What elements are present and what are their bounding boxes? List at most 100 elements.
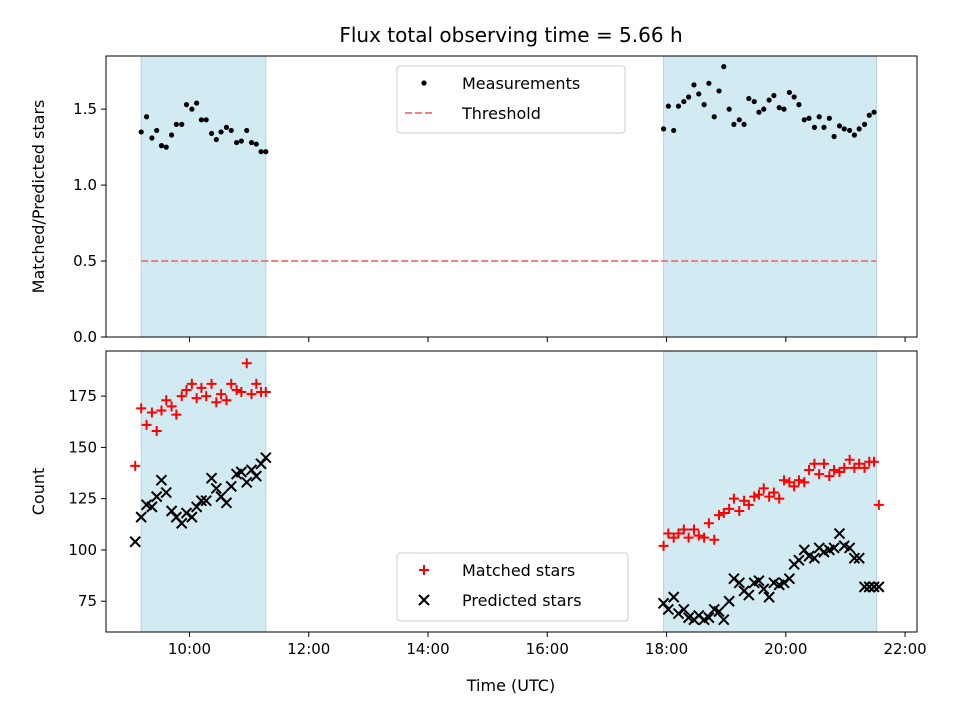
- data-point: [718, 508, 729, 519]
- data-point: [244, 127, 250, 134]
- data-point: [714, 510, 725, 521]
- x-tick-label: 10:00: [168, 640, 211, 658]
- data-point: [771, 92, 777, 99]
- data-point: [233, 139, 240, 146]
- series-predicted-stars: [129, 451, 885, 626]
- data-point: [851, 132, 857, 138]
- data-point: [841, 126, 847, 132]
- data-point: [201, 391, 212, 402]
- series-matched-stars: [130, 358, 884, 551]
- data-point: [191, 393, 202, 404]
- data-point: [839, 462, 850, 473]
- legend-label: Matched stars: [462, 561, 575, 580]
- data-point: [660, 126, 667, 132]
- data-point: [693, 530, 704, 541]
- legend: Matched stars Predicted stars: [396, 552, 629, 622]
- data-point: [183, 102, 190, 108]
- data-point: [149, 135, 155, 141]
- legend-label: Measurements: [462, 74, 580, 93]
- data-point: [854, 458, 865, 469]
- data-point: [250, 470, 262, 482]
- data-point: [743, 589, 755, 601]
- data-point: [833, 527, 846, 540]
- y-tick-label: 125: [68, 490, 97, 508]
- data-point: [808, 552, 821, 564]
- data-point: [871, 109, 877, 115]
- data-point: [673, 528, 684, 539]
- data-point: [658, 540, 669, 551]
- data-point: [665, 103, 671, 109]
- data-point: [756, 109, 762, 115]
- data-point: [783, 572, 796, 585]
- data-point: [228, 127, 234, 134]
- data-point: [675, 103, 682, 109]
- data-point: [806, 115, 812, 121]
- data-point: [706, 80, 712, 86]
- data-point: [703, 518, 714, 529]
- data-point: [141, 419, 152, 430]
- x-axis-label: Time (UTC): [466, 676, 555, 695]
- x-tick-label: 12:00: [287, 640, 330, 658]
- data-point: [671, 127, 677, 134]
- legend-label: Threshold: [461, 104, 541, 123]
- legend-swatch: [419, 565, 429, 575]
- data-point: [861, 121, 868, 127]
- legend-swatch: [418, 594, 430, 606]
- data-point: [151, 425, 162, 436]
- y-tick-label: 1.0: [73, 176, 97, 194]
- data-point: [766, 97, 772, 103]
- data-point: [253, 141, 259, 147]
- data-point: [143, 114, 150, 120]
- y-tick-label: 150: [68, 438, 97, 456]
- data-point: [236, 387, 247, 398]
- data-point: [858, 581, 871, 593]
- data-point: [186, 378, 197, 389]
- data-point: [688, 524, 699, 535]
- data-point: [176, 391, 187, 402]
- data-point: [844, 454, 855, 465]
- data-point: [251, 378, 262, 389]
- data-point: [210, 482, 223, 495]
- data-point: [776, 105, 782, 111]
- data-point: [824, 471, 835, 482]
- data-point: [701, 102, 707, 108]
- data-point: [166, 401, 177, 412]
- data-point: [793, 554, 805, 566]
- data-point: [848, 552, 861, 564]
- data-point: [856, 126, 862, 132]
- data-point: [779, 475, 790, 486]
- data-point: [829, 464, 840, 475]
- ratio-panel: 0.0 0.5 1.0 1.5 Matched/Predicted stars Measu…: [29, 55, 918, 346]
- x-tick-label: 16:00: [526, 640, 569, 658]
- data-point: [146, 501, 158, 513]
- data-point: [195, 495, 208, 507]
- x-tick-label: 20:00: [764, 640, 807, 658]
- data-point: [703, 611, 715, 624]
- data-point: [241, 476, 253, 488]
- legend-box: [396, 65, 626, 134]
- data-point: [667, 591, 680, 603]
- data-point: [831, 133, 837, 140]
- data-point: [189, 106, 195, 112]
- data-point: [731, 121, 737, 127]
- x-tick-label: 22:00: [883, 640, 926, 658]
- count-panel: 10:00 12:00 14:00 16:00 18:00 20:00 22:00 75 100…: [29, 350, 927, 658]
- observing-window: [140, 55, 267, 338]
- data-point: [736, 117, 742, 123]
- data-point: [826, 115, 832, 121]
- data-point: [662, 603, 675, 616]
- data-point: [863, 581, 876, 593]
- data-point: [724, 503, 735, 514]
- data-point: [761, 106, 767, 112]
- data-point: [678, 603, 690, 616]
- legend-swatch: [421, 80, 427, 86]
- y-tick-label: 75: [78, 592, 97, 610]
- data-point: [741, 121, 747, 127]
- data-point: [223, 124, 230, 130]
- data-point: [681, 98, 687, 105]
- data-point: [728, 493, 739, 504]
- data-point: [814, 469, 825, 480]
- data-point: [211, 397, 222, 408]
- data-point: [743, 499, 754, 510]
- data-point: [789, 481, 800, 492]
